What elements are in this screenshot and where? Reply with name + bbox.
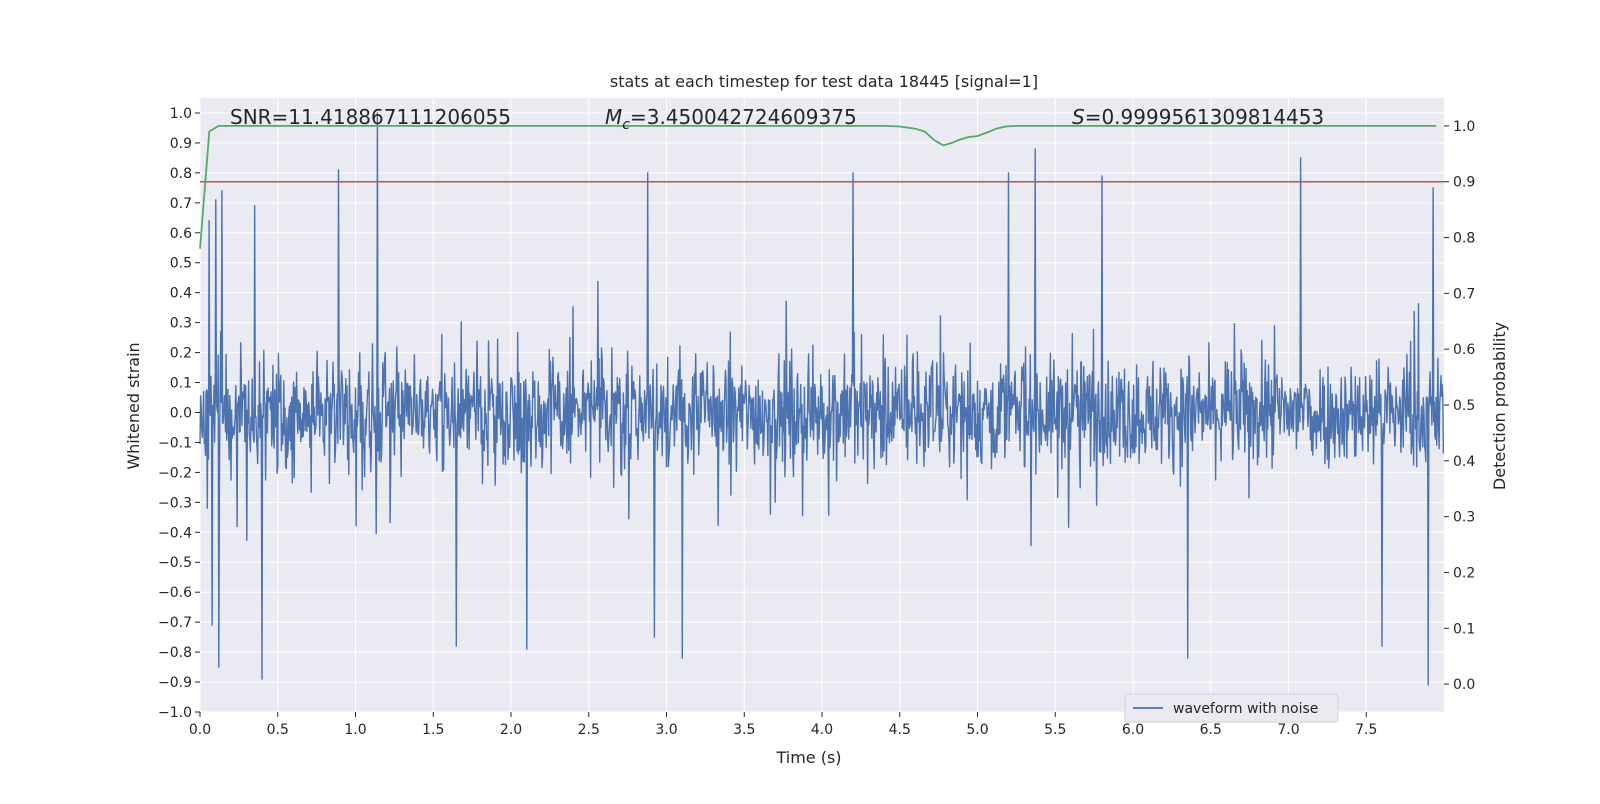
y-tick-label: −1.0	[158, 705, 192, 721]
y-right-tick-label: 0.5	[1453, 398, 1475, 414]
x-tick-label: 5.0	[966, 722, 988, 738]
waveform-series	[199, 112, 1445, 686]
y-right-tick-label: 0.8	[1453, 231, 1475, 247]
y-tick-label: −0.5	[158, 555, 192, 571]
y-tick-label: 0.3	[170, 316, 192, 332]
y-tick-label: 0.4	[170, 286, 192, 302]
x-tick-label: 2.0	[500, 722, 522, 738]
legend-box	[1124, 693, 1339, 723]
y-tick-label: −0.3	[158, 495, 192, 511]
x-tick-label: 6.5	[1200, 722, 1222, 738]
y-right-tick-label: 0.6	[1453, 342, 1475, 358]
chirp-mass-symbol: M	[605, 105, 622, 129]
significance-value: =0.9999561309814453	[1085, 105, 1324, 129]
chirp-mass-value: =3.450042724609375	[630, 105, 857, 129]
x-tick-label: 0.5	[267, 722, 289, 738]
legend-label-waveform: waveform with noise	[1173, 701, 1318, 717]
y-tick-label: 1.0	[170, 106, 192, 122]
y-tick-label: 0.0	[170, 405, 192, 421]
y-tick-label: −0.6	[158, 585, 192, 601]
y-tick-label: 0.2	[170, 346, 192, 362]
chart-title: stats at each timestep for test data 184…	[610, 72, 1038, 91]
x-tick-label: 5.5	[1044, 722, 1066, 738]
y-tick-label: −0.7	[158, 615, 192, 631]
y-tick-label: 0.5	[170, 256, 192, 272]
detection-probability-line	[199, 125, 1437, 249]
x-tick-label: 1.0	[344, 722, 366, 738]
y-tick-label: 0.9	[170, 136, 192, 152]
y-tick-label: −0.1	[158, 435, 192, 451]
y-tick-label: 0.7	[170, 196, 192, 212]
x-tick-label: 4.0	[811, 722, 833, 738]
y-right-tick-label: 0.7	[1453, 286, 1475, 302]
x-tick-label: 7.0	[1277, 722, 1299, 738]
significance-annotation: S=0.9999561309814453	[1072, 105, 1324, 129]
x-tick-label: 1.5	[422, 722, 444, 738]
x-tick-label: 7.5	[1355, 722, 1377, 738]
snr-annotation: SNR=11.418867111206055	[230, 105, 511, 129]
y-axis-right-ticks: 1.0 0.9 0.8 0.7 0.6 0.5 0.4 0.3 0.2 0.1 0.0	[1444, 119, 1475, 693]
y-tick-label: −0.9	[158, 675, 192, 691]
x-tick-label: 3.0	[655, 722, 677, 738]
y-right-tick-label: 0.0	[1453, 677, 1475, 693]
y-axis-ticks: 1.0 0.9 0.8 0.7 0.6 0.5 0.4 0.3 0.2 0.1 0.0 −0.1 −0.…	[158, 106, 200, 721]
x-tick-label: 0.0	[189, 722, 211, 738]
significance-symbol: S	[1072, 105, 1085, 129]
x-tick-label: 2.5	[578, 722, 600, 738]
y-tick-label: −0.4	[158, 525, 192, 541]
x-axis-ticks: 0.0 0.5 1.0 1.5 2.0 2.5 3.0 3.5 4.0 4.5 5.0 5.5 6.0 6…	[189, 712, 1377, 738]
y-right-tick-label: 1.0	[1453, 119, 1475, 135]
y-right-tick-label: 0.9	[1453, 175, 1475, 191]
chirp-mass-annotation: Mc=3.450042724609375	[605, 105, 857, 133]
y-right-tick-label: 0.3	[1453, 510, 1475, 526]
y-right-tick-label: 0.2	[1453, 565, 1475, 581]
y-axis-label: Whitened strain	[124, 342, 143, 469]
y-axis-right-label: Detection probability	[1490, 322, 1509, 490]
y-tick-label: −0.2	[158, 465, 192, 481]
y-right-tick-label: 0.4	[1453, 454, 1475, 470]
y-tick-label: 0.8	[170, 166, 192, 182]
y-right-tick-label: 0.1	[1453, 621, 1475, 637]
chirp-mass-subscript: c	[622, 117, 630, 133]
x-tick-label: 4.5	[889, 722, 911, 738]
x-axis-label: Time (s)	[775, 748, 841, 767]
x-tick-label: 3.5	[733, 722, 755, 738]
y-tick-label: 0.6	[170, 226, 192, 242]
y-tick-label: 0.1	[170, 376, 192, 392]
legend: waveform with noise	[1124, 693, 1339, 723]
x-tick-label: 6.0	[1122, 722, 1144, 738]
y-tick-label: −0.8	[158, 645, 192, 661]
waveform-line	[199, 112, 1445, 686]
